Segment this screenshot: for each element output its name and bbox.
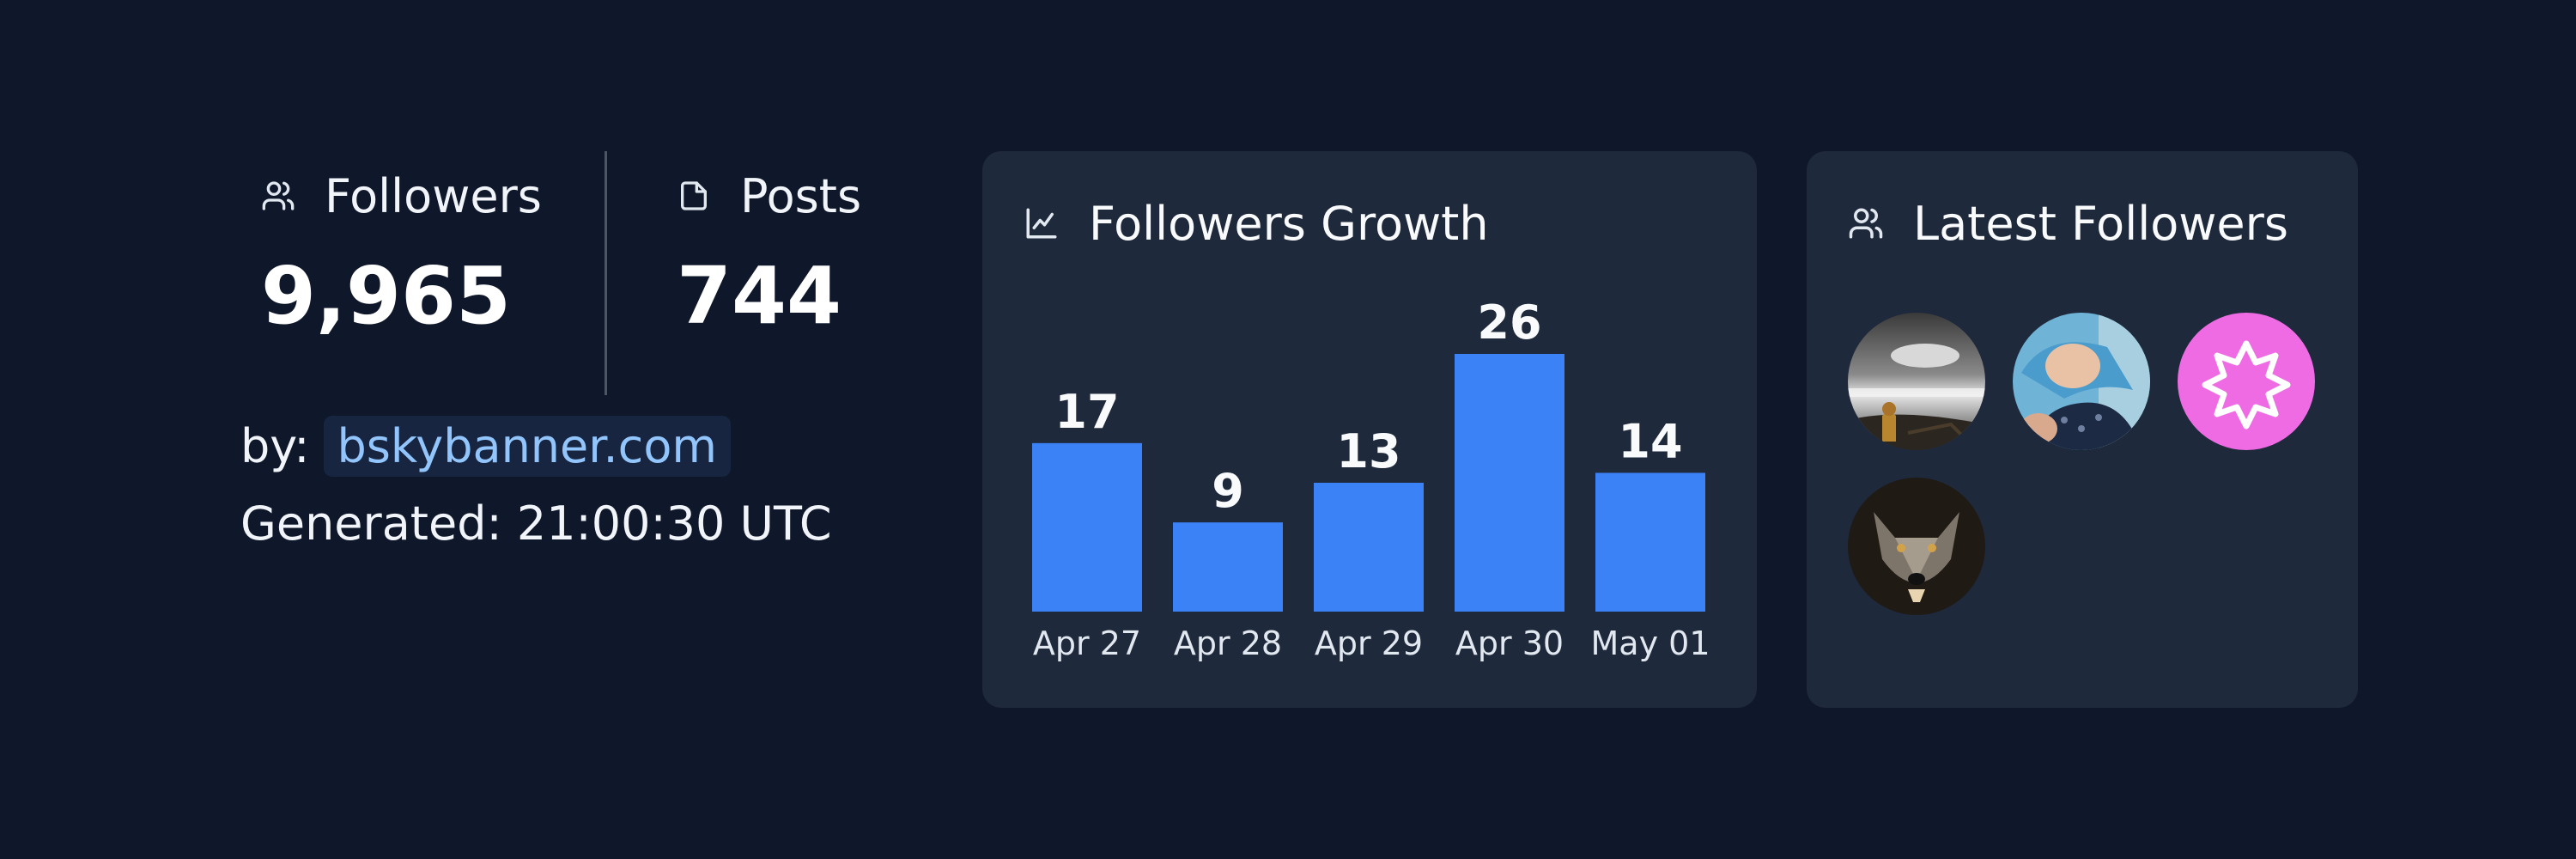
follower-avatar-2[interactable]: [2013, 313, 2150, 450]
followers-stat: Followers 9,965: [261, 151, 542, 352]
byline: by: bskybanner.com: [240, 416, 731, 477]
posts-stat: Posts 744: [677, 151, 861, 352]
followers-label: Followers: [325, 168, 542, 223]
x-tick-label: Apr 30: [1455, 624, 1564, 662]
bar-apr-29: [1314, 483, 1424, 612]
stats-divider: [605, 151, 607, 395]
followers-growth-card: Followers Growth 17 Apr 27 9 Apr 28 13 Apr 29…: [982, 151, 1757, 708]
baby-photo: [2013, 313, 2150, 450]
followers-growth-chart: 17 Apr 27 9 Apr 28 13 Apr 29 26 Apr 30 14 May 01: [1032, 295, 1710, 662]
bar-value-label: 14: [1618, 414, 1682, 468]
byline-link[interactable]: bskybanner.com: [323, 416, 731, 477]
latest-followers-card: Latest Followers: [1807, 151, 2358, 708]
follower-avatar-1[interactable]: [1848, 313, 1985, 450]
wolf-photo: [1848, 478, 1985, 615]
line-chart-icon: [1026, 208, 1057, 239]
x-tick-label: Apr 29: [1315, 624, 1423, 662]
x-tick-label: May 01: [1591, 624, 1710, 662]
users-icon: [262, 181, 295, 210]
follower-avatar-4[interactable]: [1848, 478, 1985, 615]
bar-value-label: 17: [1054, 385, 1119, 439]
users-icon: [1849, 208, 1883, 239]
bar-may-01: [1595, 472, 1705, 612]
bar-value-label: 9: [1212, 464, 1244, 518]
bar-value-label: 13: [1336, 424, 1400, 478]
x-tick-label: Apr 27: [1033, 624, 1141, 662]
follower-avatar-3[interactable]: [2178, 313, 2315, 450]
growth-card-title: Followers Growth: [1089, 196, 1489, 251]
posts-label: Posts: [740, 168, 862, 223]
bar-apr-28: [1173, 522, 1283, 612]
posts-count: 744: [677, 250, 842, 342]
moonlit-sea-photo: [1848, 313, 1985, 450]
bar-value-label: 26: [1477, 295, 1541, 350]
star-badge-icon: [2202, 340, 2291, 430]
bar-apr-30: [1455, 354, 1564, 612]
byline-prefix: by:: [240, 419, 310, 473]
bar-apr-27: [1032, 442, 1142, 612]
followers-count: 9,965: [261, 250, 512, 342]
latest-card-title: Latest Followers: [1913, 196, 2288, 251]
x-tick-label: Apr 28: [1174, 624, 1282, 662]
generated-timestamp: Generated: 21:00:30 UTC: [240, 497, 832, 551]
document-icon: [681, 181, 707, 210]
